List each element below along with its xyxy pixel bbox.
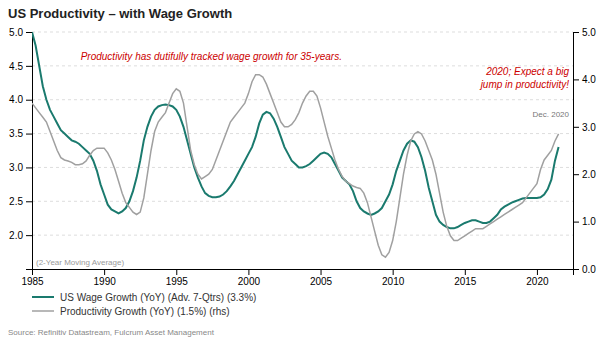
tick-label: 2005 [310, 276, 333, 287]
tick-mark [573, 174, 579, 175]
tick: 0.0 [573, 264, 596, 275]
tick: 4.0 [9, 94, 32, 105]
tick: 4.0 [573, 74, 596, 85]
tick: 2015 [454, 269, 477, 287]
tick-label: 2.5 [9, 196, 23, 207]
tick-mark [26, 66, 32, 67]
tick-label: 3.0 [9, 162, 23, 173]
tick-mark [26, 201, 32, 202]
legend-label: US Wage Growth (YoY) (Adv. 7-Qtrs) (3.3%… [60, 292, 256, 303]
tick-label: 1.0 [582, 216, 596, 227]
grid-line [32, 201, 573, 202]
tick-label: 2010 [382, 276, 405, 287]
x-axis: 1985 1990 1995 2000 2005 2010 2015 2020 [21, 269, 573, 287]
lines [32, 32, 559, 257]
tick: 1990 [94, 269, 117, 287]
grid-line [32, 99, 573, 100]
series-line [32, 75, 559, 257]
tick-label: 4.0 [9, 94, 23, 105]
tick: 2000 [238, 269, 261, 287]
tick-label: 4.5 [9, 61, 23, 72]
chart: US Productivity – with Wage Growth198519… [0, 0, 605, 341]
tick-label: 5.0 [582, 27, 596, 38]
legend-entry: Productivity Growth (YoY) (1.5%) (rhs) [32, 306, 230, 317]
tick-label: 3.0 [582, 122, 596, 133]
annotation: Source: Refinitiv Datastream, Fulcrum As… [8, 328, 215, 337]
plot: 1985 1990 1995 2000 2005 2010 2015 2020 2.0 2.5 3.… [9, 27, 596, 287]
tick: 5.0 [9, 27, 32, 38]
tick-mark [26, 134, 32, 135]
annotation: Productivity has dutifully tracked wage … [81, 51, 342, 62]
tick: 3.0 [9, 162, 32, 173]
tick-mark [573, 127, 579, 128]
tick: 2005 [310, 269, 333, 287]
tick-mark [573, 32, 579, 33]
tick: 3.5 [9, 128, 32, 139]
legend-swatch [32, 310, 54, 312]
tick: 1995 [166, 269, 189, 287]
tick-mark [573, 79, 579, 80]
tick-mark [573, 269, 579, 270]
tick: 5.0 [573, 27, 596, 38]
tick-label: 2015 [454, 276, 477, 287]
tick: 2010 [382, 269, 405, 287]
annotation: Dec. 2020 [533, 110, 570, 119]
tick-label: 5.0 [9, 27, 23, 38]
grid-line [32, 235, 573, 236]
legend-label: Productivity Growth (YoY) (1.5%) (rhs) [60, 306, 230, 317]
tick-mark [26, 32, 32, 33]
tick-label: 1985 [21, 276, 44, 287]
annotation: 2020; Expect a bigjump in productivity! [479, 66, 570, 90]
tick-mark [537, 269, 538, 275]
y-axis-line [26, 33, 33, 270]
x-axis-line [33, 270, 574, 276]
grid-line [32, 32, 573, 33]
series-line [32, 32, 559, 228]
tick: 2.5 [9, 196, 32, 207]
legend: US Wage Growth (YoY) (Adv. 7-Qtrs) (3.3%… [32, 292, 256, 317]
grid-line [32, 133, 573, 134]
tick-mark [321, 269, 322, 275]
tick: 4.5 [9, 61, 32, 72]
legend-entry: US Wage Growth (YoY) (Adv. 7-Qtrs) (3.3%… [32, 292, 256, 303]
tick-label: 2.0 [582, 169, 596, 180]
tick: 3.0 [573, 122, 596, 133]
y2-axis-line [574, 33, 580, 270]
tick: 2020 [526, 269, 549, 287]
tick-label: 2000 [238, 276, 261, 287]
tick-label: 4.0 [582, 74, 596, 85]
tick-mark [248, 269, 249, 275]
y2-axis: 0.0 1.0 2.0 3.0 4.0 5.0 [573, 27, 596, 275]
annotation: (2-Year Moving Average) [36, 258, 124, 267]
tick-label: 2020 [526, 276, 549, 287]
tick: 2.0 [573, 169, 596, 180]
tick-mark [393, 269, 394, 275]
tick-mark [465, 269, 466, 275]
tick-label: 1995 [166, 276, 189, 287]
tick-label: 1990 [94, 276, 117, 287]
tick-label: 3.5 [9, 128, 23, 139]
tick-mark [26, 100, 32, 101]
tick-mark [573, 222, 579, 223]
tick-mark [26, 235, 32, 236]
grid [32, 32, 573, 235]
tick-mark [176, 269, 177, 275]
title: US Productivity – with Wage Growth [8, 6, 232, 21]
tick: 1.0 [573, 216, 596, 227]
tick: 1985 [21, 269, 44, 287]
y-axis: 2.0 2.5 3.0 3.5 4.0 4.5 5.0 [9, 27, 32, 270]
tick-mark [26, 167, 32, 168]
tick: 2.0 [9, 230, 32, 241]
tick-label: 0.0 [582, 264, 596, 275]
legend-swatch [32, 296, 54, 298]
tick-mark [104, 269, 105, 275]
tick-label: 2.0 [9, 230, 23, 241]
